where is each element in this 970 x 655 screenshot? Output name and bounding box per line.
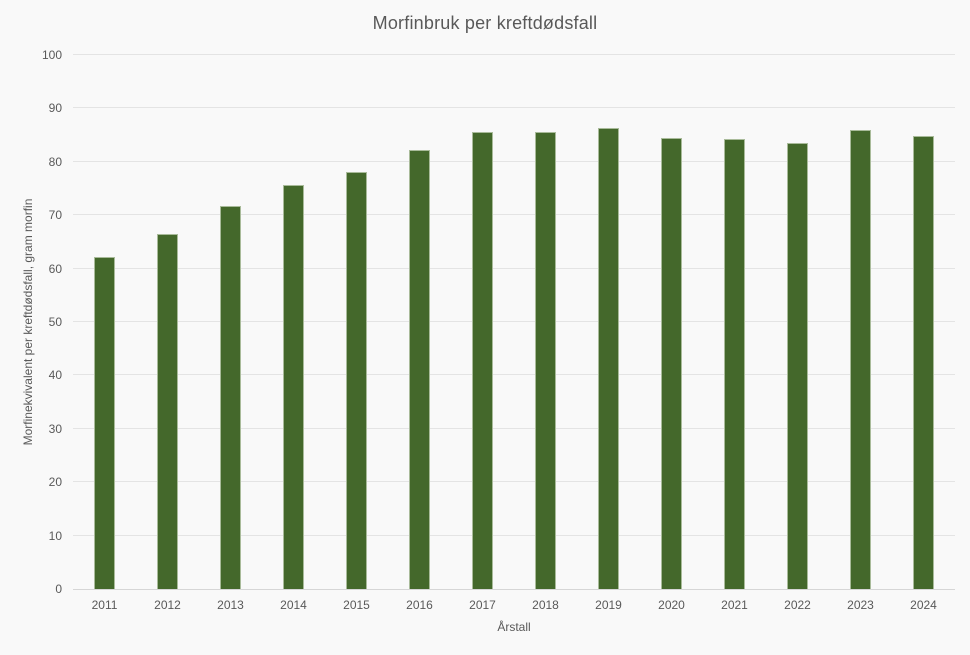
- y-tick-label-90: 90: [48, 101, 62, 116]
- x-tick-label-2024: 2024: [910, 598, 937, 612]
- bar-2016: [409, 149, 430, 589]
- bar-2021: [724, 139, 745, 589]
- x-tick-label-2021: 2021: [721, 598, 748, 612]
- bar-cell-2018: [514, 55, 577, 589]
- chart-title: Morfinbruk per kreftdødsfall: [372, 13, 598, 33]
- x-tick-label-2020: 2020: [658, 598, 685, 612]
- x-tick-label-2018: 2018: [532, 598, 559, 612]
- gridline-30: [73, 427, 955, 429]
- x-tick-label-2014: 2014: [280, 598, 307, 612]
- gridline-90: [73, 107, 955, 109]
- bar-2024: [913, 135, 934, 589]
- bar-cell-2015: [325, 55, 388, 589]
- bar-cell-2011: [73, 55, 136, 589]
- x-tick-label-2017: 2017: [469, 598, 496, 612]
- x-tick-label-2011: 2011: [91, 598, 118, 612]
- bar-2013: [220, 205, 241, 589]
- gridline-70: [73, 214, 955, 216]
- y-tick-label-0: 0: [55, 582, 62, 596]
- x-tick-label-2015: 2015: [343, 598, 370, 612]
- bar-cell-2012: [136, 55, 199, 589]
- bar-cell-2013: [199, 55, 262, 589]
- bar-2014: [283, 185, 304, 589]
- bar-series: [73, 55, 955, 589]
- y-tick-label-70: 70: [48, 208, 62, 223]
- x-tick-label-2016: 2016: [406, 598, 433, 612]
- y-tick-label-10: 10: [48, 528, 62, 543]
- y-tick-label-100: 100: [41, 48, 62, 62]
- y-tick-label-60: 60: [48, 261, 62, 276]
- y-tick-label-50: 50: [48, 315, 62, 329]
- bar-cell-2020: [640, 55, 703, 589]
- bar-2012: [157, 234, 178, 589]
- gridline-50: [73, 321, 955, 322]
- bar-2020: [661, 138, 682, 589]
- x-tick-label-2022: 2022: [784, 598, 811, 612]
- y-tick-label-20: 20: [48, 475, 62, 490]
- gridline-100: [73, 54, 955, 55]
- gridline-10: [73, 534, 955, 536]
- y-tick-label-40: 40: [48, 368, 62, 383]
- bar-cell-2023: [829, 55, 892, 589]
- bar-2011: [94, 256, 115, 589]
- bar-cell-2024: [892, 55, 955, 589]
- gridline-20: [73, 481, 955, 483]
- x-tick-label-2019: 2019: [595, 598, 622, 612]
- y-tick-label-80: 80: [48, 154, 62, 169]
- bar-cell-2016: [388, 55, 451, 589]
- bar-cell-2021: [703, 55, 766, 589]
- y-tick-label-30: 30: [48, 421, 62, 436]
- x-axis-tick-labels: 2011 2012 2013 2014 2015 2016 2017 2018 2019 2020…: [73, 598, 955, 612]
- bar-cell-2022: [766, 55, 829, 589]
- bar-cell-2017: [451, 55, 514, 589]
- bar-2015: [346, 171, 367, 589]
- bar-2019: [598, 128, 619, 589]
- x-tick-label-2023: 2023: [847, 598, 874, 612]
- bar-2022: [787, 142, 808, 589]
- gridline-80: [73, 160, 955, 162]
- y-axis-tick-labels: 0 10 20 30 40 50 60 70 80 90 100: [0, 48, 62, 596]
- gridline-60: [73, 267, 955, 269]
- bar-2018: [535, 131, 556, 589]
- gridline-40: [73, 374, 955, 376]
- bar-cell-2019: [577, 55, 640, 589]
- bar-2017: [472, 132, 493, 589]
- x-axis-title: Årstall: [497, 620, 531, 634]
- bar-cell-2014: [262, 55, 325, 589]
- bar-2023: [850, 130, 871, 589]
- x-tick-label-2012: 2012: [154, 598, 181, 612]
- x-tick-label-2013: 2013: [217, 598, 244, 612]
- plot-area: [73, 54, 955, 590]
